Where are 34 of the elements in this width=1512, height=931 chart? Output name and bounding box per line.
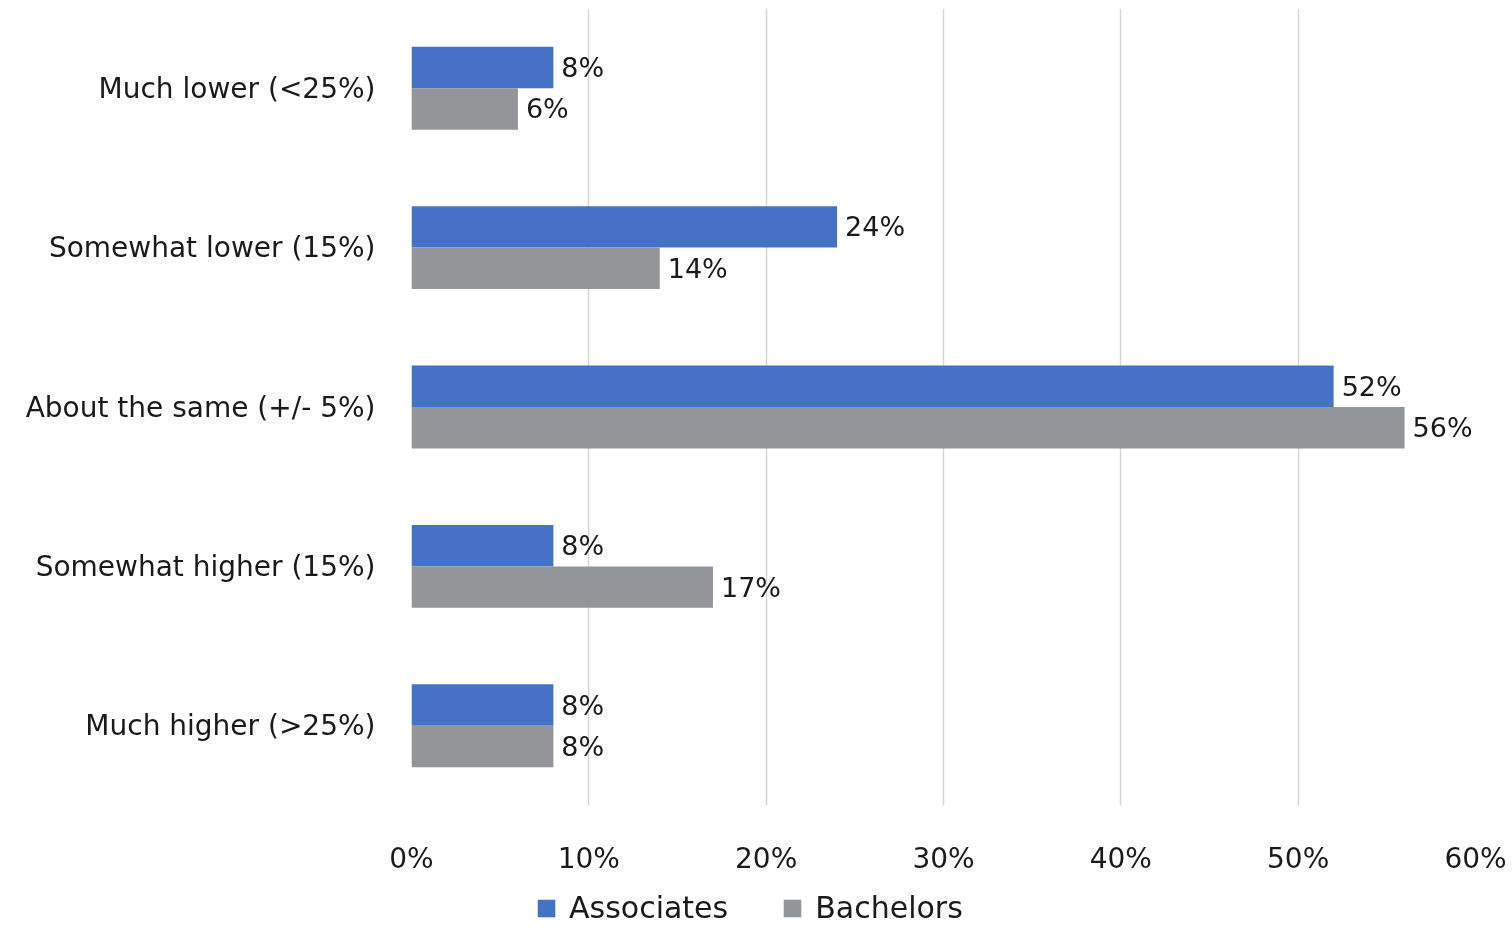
x-tick-label: 40% [1089, 841, 1152, 875]
bar [411, 206, 838, 248]
x-tick-label: 30% [912, 841, 975, 875]
bar [411, 684, 554, 726]
data-label: 8% [561, 689, 605, 721]
bar [411, 725, 554, 768]
bar [411, 46, 554, 89]
bar [411, 566, 713, 608]
x-tick-label: 50% [1267, 841, 1330, 875]
x-tick-label: 60% [1444, 841, 1507, 875]
data-label: 56% [1412, 412, 1473, 444]
data-label: 14% [667, 252, 728, 284]
bar [411, 407, 1405, 449]
data-label: 24% [845, 211, 906, 243]
y-tick-label: Much higher (>25%) [85, 709, 376, 743]
data-label: 8% [561, 530, 605, 562]
legend-label: Bachelors [815, 890, 963, 925]
legend-label: Associates [569, 890, 729, 925]
bar [411, 247, 660, 290]
y-tick-label: Somewhat higher (15%) [35, 549, 376, 583]
data-label: 52% [1341, 370, 1402, 402]
bar [411, 524, 554, 567]
y-tick-label: Much lower (<25%) [98, 71, 376, 105]
data-label: 6% [525, 93, 569, 125]
data-label: 8% [561, 51, 605, 83]
x-tick-label: 0% [389, 841, 434, 875]
y-tick-label: About the same (+/- 5%) [25, 390, 376, 424]
bar [411, 88, 518, 130]
x-tick-label: 20% [735, 841, 798, 875]
y-tick-label: Somewhat lower (15%) [48, 231, 376, 265]
bar [411, 365, 1334, 407]
x-tick-label: 10% [557, 841, 620, 875]
data-label: 8% [561, 731, 605, 763]
data-label: 17% [720, 571, 781, 603]
